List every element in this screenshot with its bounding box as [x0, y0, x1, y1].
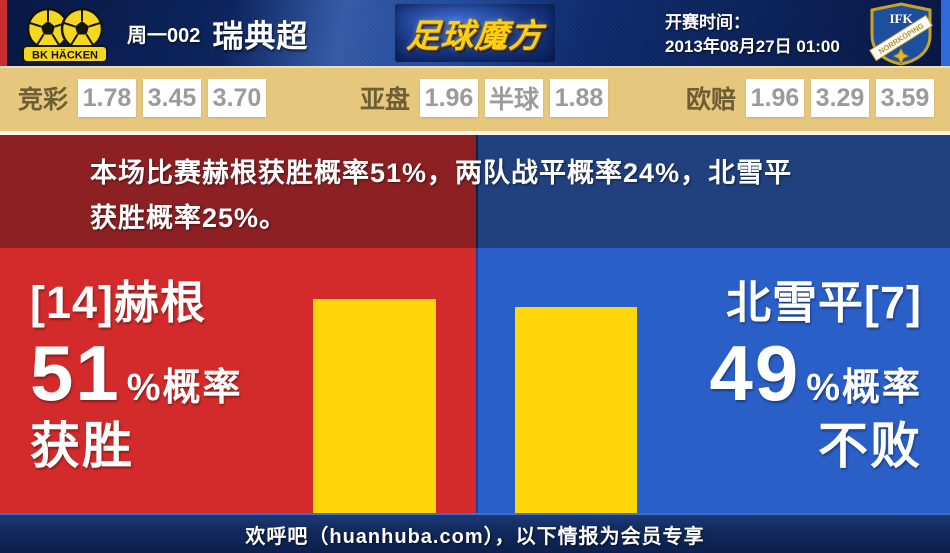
summary-line1: 本场比赛赫根获胜概率51%，两队战平概率24%，北雪平	[90, 158, 793, 188]
kickoff-datetime: 2013年08月27日 01:00	[665, 37, 840, 56]
summary-band-away-bg	[476, 135, 950, 248]
home-outcome: 获胜	[30, 418, 134, 474]
site-logo-text: 足球魔方	[405, 17, 545, 54]
away-team-name: 北雪平[7]	[726, 277, 922, 328]
summary-text: 本场比赛赫根获胜概率51%，两队战平概率24%，北雪平 获胜概率25%。	[90, 151, 890, 241]
odds-label-oupei: 欧赔	[686, 86, 737, 114]
summary-line2: 获胜概率25%。	[90, 203, 288, 233]
footer-text: 欢呼吧（huanhuba.com），以下情报为会员专享	[245, 525, 705, 548]
away-badge-ifk: IFK	[889, 11, 913, 26]
away-prob-suffix: %概率	[806, 367, 922, 409]
header: BK HÄCKEN 周一002 瑞典超 足球魔方 开赛时间： 2013年08月2…	[0, 0, 950, 68]
match-title: 周一002 瑞典超	[127, 0, 308, 66]
odds-value-box: 半球	[485, 79, 544, 117]
odds-group-jingcai: 竞彩 1.78 3.45 3.70	[18, 79, 267, 117]
home-prob-bar	[313, 299, 436, 513]
odds-label-jingcai: 竞彩	[18, 86, 69, 114]
kickoff-label: 开赛时间：	[665, 13, 750, 32]
home-prob-row: 51 %概率	[30, 332, 243, 414]
odds-value-box: 1.96	[420, 79, 479, 117]
away-team-block: 北雪平[7] 49 %概率 不败	[709, 248, 922, 475]
prediction-block: [14]赫根 51 %概率 获胜 北雪平[7] 49 %概率 不败	[0, 248, 950, 513]
left-edge-stripe	[0, 0, 7, 66]
away-prob-bar	[515, 307, 637, 513]
site-logo: 足球魔方	[395, 4, 555, 62]
summary-band: 本场比赛赫根获胜概率51%，两队战平概率24%，北雪平 获胜概率25%。	[0, 135, 950, 248]
odds-value-box: 1.88	[550, 79, 609, 117]
home-badge-label: BK HÄCKEN	[32, 49, 98, 62]
odds-value-box: 3.29	[811, 79, 870, 117]
odds-value-box: 1.78	[78, 79, 137, 117]
odds-value-box: 3.70	[208, 79, 267, 117]
right-edge-stripe	[941, 0, 950, 66]
odds-value-box: 3.59	[876, 79, 935, 117]
odds-label-yapan: 亚盘	[360, 86, 411, 114]
odds-group-oupei: 欧赔 1.96 3.29 3.59	[686, 79, 935, 117]
match-code: 周一002	[127, 24, 201, 47]
away-outcome: 不败	[818, 418, 922, 474]
odds-value-box: 3.45	[143, 79, 202, 117]
league-name: 瑞典超	[212, 18, 309, 54]
home-team-badge-icon: BK HÄCKEN	[22, 7, 108, 63]
away-prob-row: 49 %概率	[709, 332, 922, 414]
home-team-name: [14]赫根	[30, 277, 207, 328]
home-prob-suffix: %概率	[126, 367, 243, 409]
odds-group-yapan: 亚盘 1.96 半球 1.88	[360, 79, 609, 117]
summary-band-home-bg	[0, 135, 476, 248]
home-prob-number: 51	[30, 329, 121, 417]
home-team-block: [14]赫根 51 %概率 获胜	[30, 248, 243, 475]
footer-bar: 欢呼吧（huanhuba.com），以下情报为会员专享	[0, 513, 950, 553]
away-team-badge-icon: IFK NORRKÖPING	[869, 2, 933, 66]
odds-row: 竞彩 1.78 3.45 3.70 亚盘 1.96 半球 1.88 欧赔 1.9…	[0, 68, 950, 135]
odds-value-box: 1.96	[746, 79, 805, 117]
kickoff-info: 开赛时间： 2013年08月27日 01:00	[665, 11, 840, 59]
away-prob-number: 49	[709, 329, 801, 417]
